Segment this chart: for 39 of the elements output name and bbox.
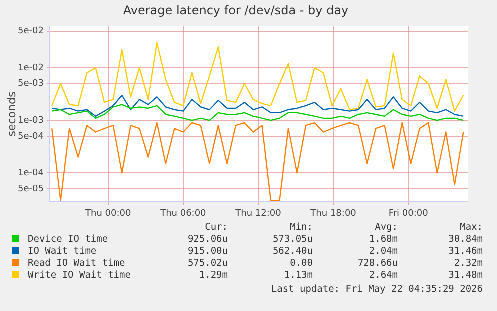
y-tick-label: 5e-02 [18, 26, 44, 37]
text: 728.66u [356, 258, 398, 270]
text: 915.00u [186, 246, 228, 258]
text: Min: [289, 222, 313, 234]
text: 0.00 [289, 258, 313, 270]
text: Max: [459, 222, 483, 234]
text: 2.04m [368, 246, 398, 258]
legend-label: IO Wait time [28, 246, 97, 257]
chart-title: Average latency for /dev/sda - by day [123, 3, 349, 18]
y-tick-label: 5e-04 [18, 132, 44, 142]
text: 562.40u [272, 246, 313, 258]
text: 2.32m [453, 258, 483, 270]
text: 30.84m [448, 234, 483, 246]
x-tick-label: Thu 00:00 [84, 208, 132, 219]
legend-label: Device IO time [28, 234, 108, 245]
x-tick-label: Thu 06:00 [160, 208, 207, 219]
x-tick-label: Thu 12:00 [234, 208, 282, 219]
text: 1.13m [283, 270, 313, 282]
y-tick-label: 1e-03 [18, 116, 44, 126]
text: 575.02u [186, 258, 228, 270]
text: 31.48m [448, 270, 483, 282]
x-tick-label: Fri 00:00 [388, 208, 429, 219]
y-tick-label: 5e-03 [18, 79, 44, 90]
text: 2.64m [368, 270, 398, 282]
text: Avg: [374, 222, 398, 234]
text: Cur: [204, 222, 228, 234]
text: 573.05u [272, 234, 313, 246]
y-tick-label: 1e-04 [18, 168, 44, 178]
text: 31.46m [448, 246, 483, 258]
text: 1.29m [198, 270, 228, 282]
legend-label: Read IO Wait time [28, 258, 126, 269]
text: 925.06u [186, 234, 228, 246]
text: Last update: Fri May 22 04:35:29 2026 [271, 284, 483, 295]
y-tick-label: 5e-05 [18, 184, 44, 194]
text: 1.68m [368, 234, 398, 246]
legend-label: Write IO Wait time [28, 270, 131, 281]
y-axis-title: seconds [5, 92, 18, 137]
y-tick-label: 1e-02 [18, 63, 44, 74]
x-tick-label: Thu 18:00 [310, 208, 357, 219]
